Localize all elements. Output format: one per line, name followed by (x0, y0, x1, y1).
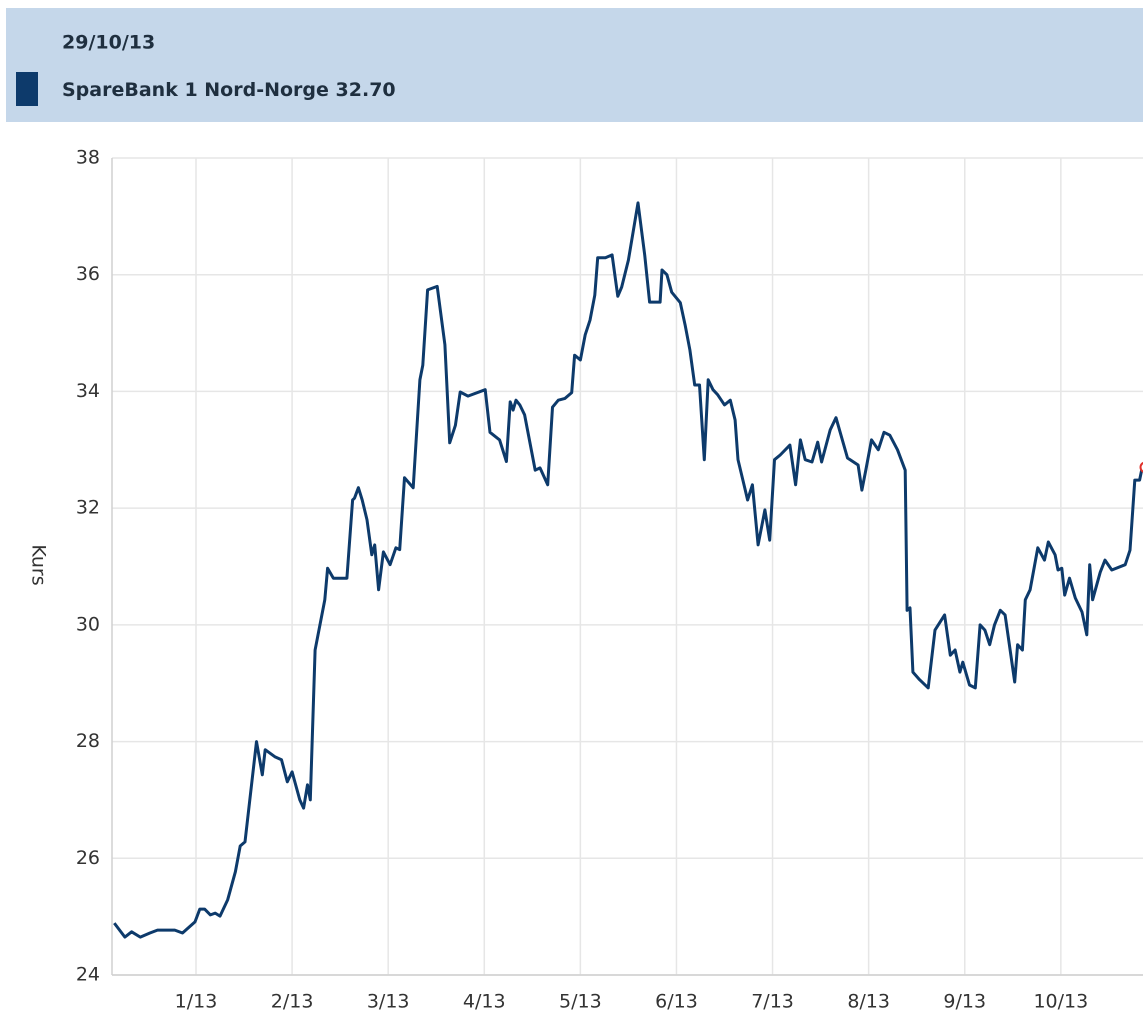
x-tick-label: 9/13 (943, 991, 986, 1013)
x-tick-label: 3/13 (367, 991, 410, 1013)
y-tick-label: 38 (76, 147, 100, 169)
x-tick-label: 5/13 (559, 991, 602, 1013)
x-tick-label: 2/13 (271, 991, 314, 1013)
x-tick-label: 8/13 (847, 991, 890, 1013)
legend-label: SpareBank 1 Nord-Norge 32.70 (62, 79, 396, 101)
x-tick-label: 7/13 (751, 991, 794, 1013)
y-tick-label: 24 (76, 964, 100, 986)
series-name: SpareBank 1 Nord-Norge (62, 79, 329, 101)
price-line (113, 201, 1143, 939)
y-tick-label: 28 (76, 730, 100, 752)
y-axis-label: Kurs (28, 544, 50, 585)
x-tick-label: 4/13 (463, 991, 506, 1013)
y-tick-label: 32 (76, 497, 100, 519)
tooltip-panel (6, 8, 1143, 122)
hover-marker (1139, 461, 1143, 473)
current-value: 32.70 (336, 79, 396, 101)
y-tick-label: 30 (76, 613, 100, 635)
y-tick-label: 34 (76, 380, 100, 402)
legend-swatch (16, 72, 38, 106)
y-tick-label: 36 (76, 263, 100, 285)
x-tick-label: 6/13 (655, 991, 698, 1013)
tooltip-date: 29/10/13 (62, 32, 155, 54)
y-tick-label: 26 (76, 847, 100, 869)
x-tick-label: 1/13 (175, 991, 218, 1013)
x-tick-label: 10/13 (1033, 991, 1088, 1013)
